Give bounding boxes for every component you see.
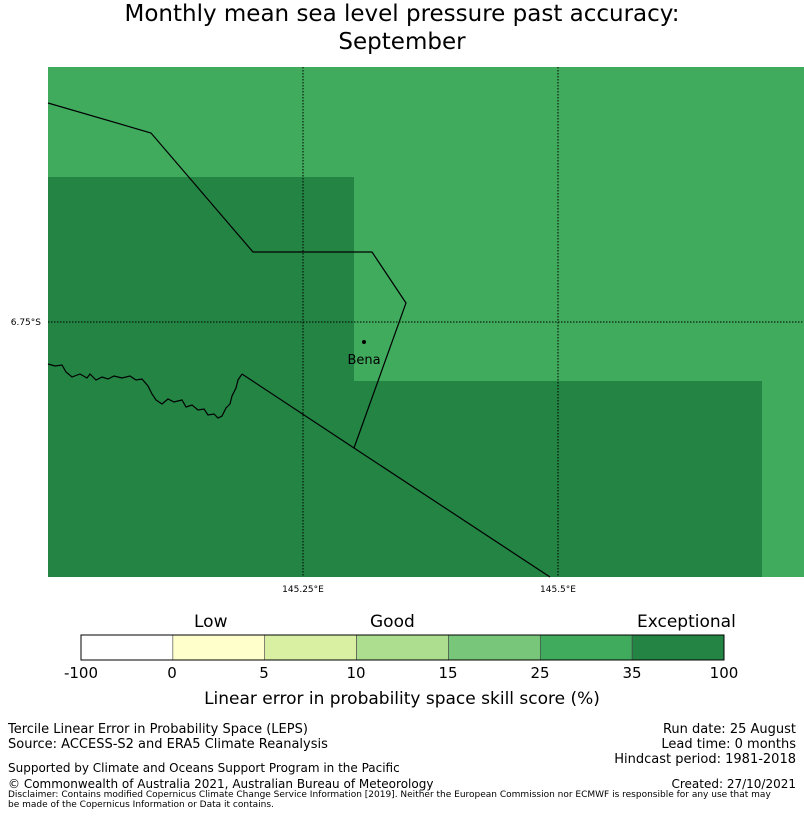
- tick-5: 5: [259, 664, 269, 682]
- lon-label-145-25: 145.25°E: [282, 585, 324, 595]
- disclaimer-line-2: be made of the Copernicus Information or…: [8, 800, 274, 810]
- chart-title: Monthly mean sea level pressure past acc…: [0, 0, 804, 56]
- category-low: Low: [194, 612, 228, 632]
- footer-left: Tercile Linear Error in Probability Spac…: [8, 722, 328, 752]
- tick-0: 0: [167, 664, 177, 682]
- tick-25: 25: [530, 664, 550, 682]
- lead-time: Lead time: 0 months: [661, 737, 796, 752]
- bena-label: Bena: [347, 353, 380, 368]
- title-line-2: September: [338, 29, 466, 55]
- method-text: Tercile Linear Error in Probability Spac…: [8, 722, 308, 737]
- tick-15: 15: [438, 664, 458, 682]
- colorbar-segment-6: [631, 634, 725, 661]
- colorbar-segment-4: [448, 634, 541, 661]
- colorbar-label: Linear error in probability space skill …: [204, 689, 600, 709]
- run-date: Run date: 25 August: [662, 722, 796, 737]
- colorbar-segment-5: [539, 634, 633, 661]
- source-text: Source: ACCESS-S2 and ERA5 Climate Reana…: [8, 737, 328, 752]
- bena-marker: [362, 340, 366, 344]
- lon-label-145-5: 145.5°E: [540, 585, 576, 595]
- province-boundary-north: [47, 102, 407, 449]
- colorbar-segment-2: [264, 634, 357, 661]
- tick-100: 100: [709, 664, 739, 682]
- colorbar-segment-3: [356, 634, 449, 661]
- colorbar-segment-1: [172, 634, 266, 661]
- coastline: [47, 363, 243, 419]
- title-line-1: Monthly mean sea level pressure past acc…: [124, 1, 680, 27]
- province-boundary-south: [241, 373, 551, 578]
- map-panel[interactable]: Bena 6.75°S 145.25°E 145.5°E: [0, 0, 804, 600]
- tick-10: 10: [346, 664, 366, 682]
- category-exceptional: Exceptional: [637, 612, 736, 632]
- copyright-text: © Commonwealth of Australia 2021, Austra…: [8, 777, 434, 791]
- supported-text: Supported by Climate and Oceans Support …: [8, 761, 400, 775]
- created-date: Created: 27/10/2021: [671, 777, 796, 791]
- tick--100: -100: [63, 664, 99, 682]
- disclaimer: Disclaimer: Contains modified Copernicus…: [8, 790, 771, 810]
- disclaimer-line-1: Disclaimer: Contains modified Copernicus…: [8, 790, 771, 800]
- lat-label: 6.75°S: [11, 318, 42, 328]
- skill-cell-west: [48, 177, 354, 577]
- colorbar-segment-0: [80, 634, 174, 661]
- tick-35: 35: [622, 664, 642, 682]
- hindcast-period: Hindcast period: 1981-2018: [614, 752, 796, 767]
- colorbar-frame: [80, 634, 725, 661]
- category-good: Good: [370, 612, 415, 632]
- footer-right: Run date: 25 August Lead time: 0 months …: [614, 722, 796, 767]
